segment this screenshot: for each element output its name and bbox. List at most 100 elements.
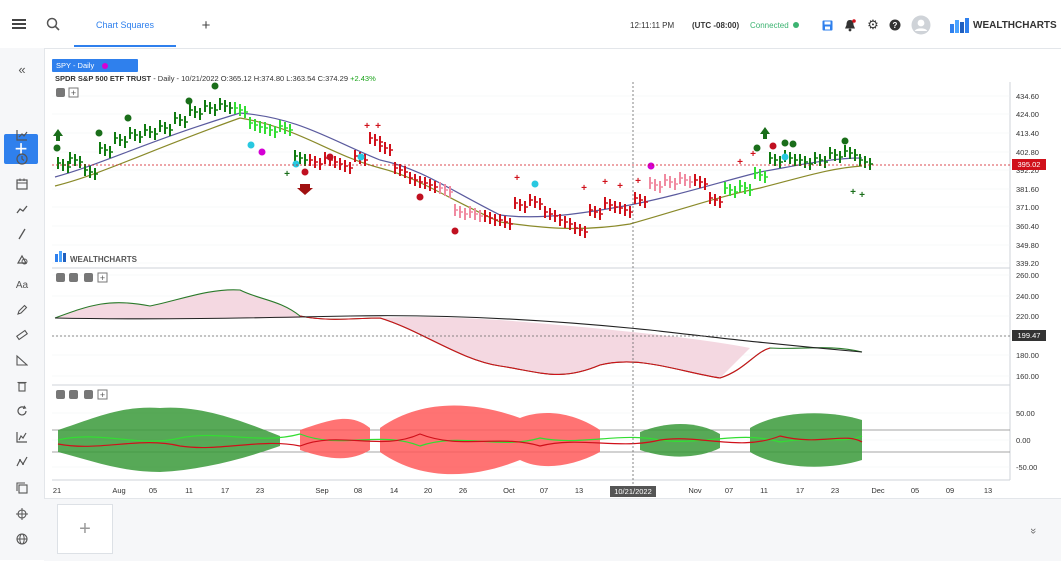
signal-red-dot-icon <box>451 227 459 235</box>
brand-logo-icon <box>950 18 969 33</box>
signal-cross-marker: + <box>514 173 520 184</box>
clock-icon[interactable] <box>10 150 34 168</box>
signal-cross-marker: + <box>617 181 623 192</box>
signal-cross-marker: + <box>581 183 587 194</box>
date-axis-label: 07 <box>725 486 733 495</box>
signal-cyan-dot-icon <box>292 160 300 168</box>
price-axis-label: 392.20 <box>1016 166 1039 175</box>
momentum-line-green <box>57 433 863 447</box>
avatar[interactable] <box>910 14 932 36</box>
date-axis-label: Oct <box>503 486 516 495</box>
price-axis-label: 371.00 <box>1016 203 1039 212</box>
collapse-down-icon[interactable] <box>69 273 78 282</box>
line-tool-icon[interactable] <box>10 225 34 243</box>
current-price-badge: 395.02 <box>1012 159 1046 170</box>
oscillator-panel-controls[interactable]: + <box>56 272 108 283</box>
signal-cross-marker: + <box>750 149 756 160</box>
brand-logo-text: WEALTHCHARTS <box>973 19 1057 31</box>
oscillator-lines <box>54 289 863 379</box>
high-label: H: <box>251 74 262 83</box>
signal-cyan-dot-icon <box>781 153 789 161</box>
price-axis-label: 434.60 <box>1016 92 1039 101</box>
text-tool-icon[interactable]: Aa <box>15 279 29 291</box>
date-axis-label: 14 <box>390 486 398 495</box>
signal-green-dot-icon <box>781 139 789 147</box>
indicator-chart-icon[interactable] <box>10 428 34 446</box>
collapse-up-icon[interactable] <box>84 390 93 399</box>
signal-cross-marker: + <box>859 190 865 201</box>
expand-chevron-icon[interactable]: » <box>1027 527 1040 535</box>
open-value: 365.12 <box>228 74 252 83</box>
signal-green-dot-icon <box>789 140 797 148</box>
date-axis-label: 05 <box>149 486 157 495</box>
signal-green-dot-icon <box>753 144 761 152</box>
copy-icon[interactable] <box>10 479 34 497</box>
trend-icon[interactable] <box>10 200 34 218</box>
oscillator-signal-line <box>54 315 863 353</box>
crosshair-date-badge: 10/21/2022 <box>610 486 656 497</box>
search-icon[interactable] <box>44 16 62 32</box>
crosshair-icon[interactable] <box>10 505 34 523</box>
buy-arrow-icon <box>760 127 770 139</box>
chart-type-icon[interactable] <box>10 126 34 144</box>
alerts-bell-icon[interactable] <box>843 17 857 33</box>
signal-cross-marker: + <box>284 169 290 180</box>
tab-active-indicator <box>74 45 176 47</box>
signal-cyan-dot-icon <box>531 180 539 188</box>
momentum-axis-label: 50.00 <box>1016 409 1035 418</box>
gear-icon[interactable]: ⚙ <box>867 17 879 32</box>
hide-panel-icon[interactable] <box>56 273 65 282</box>
date-axis-label: 11 <box>185 486 193 495</box>
top-bar: Chart Squares + 12:11:11 PM (UTC -08:00)… <box>0 0 1061 49</box>
svg-text:+: + <box>100 273 105 283</box>
quote-meta: - Daily - 10/21/2022 O: <box>151 74 229 83</box>
signal-red-dot-icon <box>416 193 424 201</box>
help-icon[interactable]: ? <box>888 17 902 33</box>
ruler-icon[interactable] <box>10 326 34 344</box>
signal-magenta-dot-icon <box>647 162 655 170</box>
svg-text:?: ? <box>893 21 898 30</box>
oscillator-fill <box>55 289 750 378</box>
momentum-axis-label: -50.00 <box>1016 463 1037 472</box>
oscillator-value-badge: 199.47 <box>1012 330 1046 341</box>
momentum-panel-controls[interactable]: + <box>56 389 108 400</box>
timezone: (UTC -08:00) <box>692 20 740 30</box>
signal-green-dot-icon <box>53 144 61 152</box>
measure-icon[interactable] <box>10 351 34 369</box>
collapse-sidebar-icon[interactable]: « <box>18 61 26 77</box>
globe-icon[interactable] <box>10 530 34 548</box>
trash-icon[interactable] <box>10 377 34 395</box>
calendar-icon[interactable] <box>10 175 34 193</box>
add-to-panel-icon[interactable] <box>97 272 108 283</box>
tab-chart-squares[interactable]: Chart Squares <box>74 14 176 36</box>
oscillator-axis-label: 160.00 <box>1016 372 1039 381</box>
menu-icon[interactable] <box>10 16 28 32</box>
close-value: 374.29 <box>325 74 349 83</box>
buy-arrow-icon <box>53 129 63 141</box>
pattern-icon[interactable] <box>10 453 34 471</box>
collapse-down-icon[interactable] <box>69 390 78 399</box>
signal-cross-marker: + <box>635 176 641 187</box>
save-icon[interactable] <box>820 17 834 33</box>
shapes-tool-icon[interactable] <box>10 250 34 268</box>
pencil-icon[interactable] <box>10 301 34 319</box>
connection-status: Connected <box>750 18 799 32</box>
symbol-tag-label: SPY - Daily <box>56 61 95 70</box>
hide-panel-icon[interactable] <box>56 88 65 97</box>
signal-red-dot-icon <box>326 153 334 161</box>
add-tab-button[interactable]: + <box>201 16 211 34</box>
collapse-up-icon[interactable] <box>84 273 93 282</box>
add-to-panel-icon[interactable] <box>97 389 108 400</box>
refresh-icon[interactable] <box>10 402 34 420</box>
symbol-tag[interactable]: SPY - Daily <box>52 59 138 72</box>
hide-panel-icon[interactable] <box>56 390 65 399</box>
date-axis-label: 11 <box>760 486 768 495</box>
date-axis-label: 23 <box>831 486 839 495</box>
price-panel-controls[interactable]: + <box>56 87 79 98</box>
add-chart-button[interactable]: + <box>57 504 113 554</box>
add-to-panel-icon[interactable] <box>68 87 79 98</box>
signal-markers: + ++++ + +++++ + <box>53 82 865 235</box>
signal-green-dot-icon <box>124 114 132 122</box>
close-label: C: <box>315 74 326 83</box>
